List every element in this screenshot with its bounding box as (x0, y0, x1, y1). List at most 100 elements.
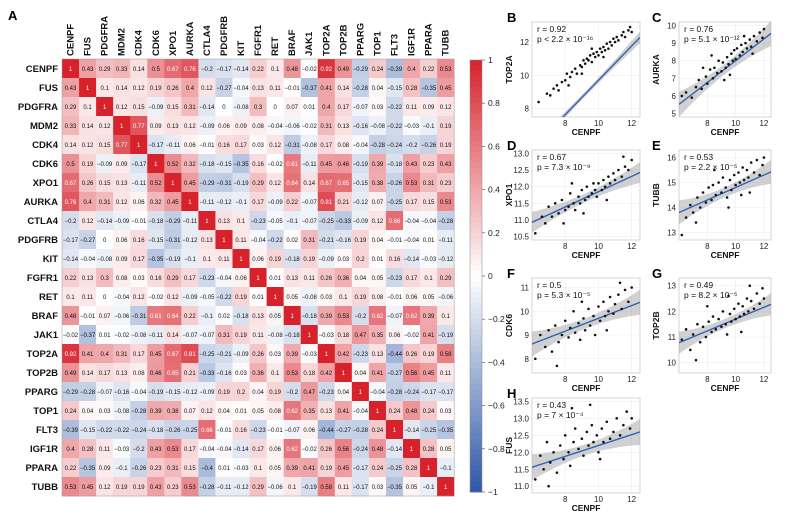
cell-value: 0.65 (337, 181, 349, 187)
heatmap-cell (232, 401, 250, 421)
data-point (583, 62, 587, 65)
cell-value: 0.39 (286, 352, 298, 358)
y-tick-label: 11 (668, 333, 677, 342)
cell-value: 0.36 (337, 276, 349, 282)
cell-value: 1 (171, 181, 175, 187)
heatmap-cell (198, 363, 216, 383)
heatmap-cell (266, 401, 284, 421)
cell-value: −0.06 (114, 314, 130, 320)
colorbar-segment (470, 276, 482, 282)
heatmap-cell (368, 382, 387, 402)
cell-value: 0.17 (406, 276, 418, 282)
heatmap-cell (113, 249, 131, 269)
heatmap-cell (437, 344, 455, 364)
row-label: FUS (39, 83, 58, 94)
heatmap-cell (351, 192, 370, 212)
heatmap-cell (96, 268, 114, 288)
cell-value: 0.19 (303, 257, 315, 263)
heatmap-cell (96, 173, 114, 193)
cell-value: 0.29 (65, 105, 77, 111)
cell-value: −0.25 (387, 200, 403, 206)
cell-value: 1 (308, 333, 312, 339)
data-point (602, 55, 605, 59)
data-point (748, 284, 752, 288)
colorbar-tick-label: 0.4 (488, 185, 500, 195)
cell-value: 0.05 (286, 295, 298, 301)
cell-value: 1 (120, 124, 124, 130)
heatmap-cell (198, 135, 216, 155)
data-point (701, 191, 705, 194)
x-axis-label: CENPF (711, 127, 740, 137)
heatmap-cell (300, 420, 319, 440)
data-point (745, 168, 749, 172)
heatmap-cell (113, 135, 131, 155)
cell-value: 0.43 (440, 162, 452, 168)
heatmap-cell (113, 192, 131, 212)
data-point (598, 47, 602, 50)
heatmap-cell (181, 401, 199, 421)
cell-value: 0.09 (116, 257, 128, 263)
heatmap-cell (266, 211, 284, 231)
data-point (592, 52, 595, 55)
cell-value: 0.1 (100, 86, 109, 92)
cell-value: 0.01 (423, 238, 435, 244)
cell-value: 0 (103, 238, 107, 244)
cell-value: 0.77 (133, 124, 145, 130)
cell-value: −0.28 (438, 219, 454, 225)
cell-value: 0.17 (406, 200, 418, 206)
heatmap-cell (147, 173, 165, 193)
cell-value: −0.31 (285, 143, 301, 149)
data-point (615, 35, 619, 39)
y-tick-label: 13.0 (513, 414, 529, 423)
heatmap-cell (96, 439, 114, 459)
colorbar-tick-label: 0.6 (488, 141, 500, 151)
colorbar-segment (470, 76, 482, 83)
data-point (588, 324, 592, 327)
data-point (580, 188, 584, 192)
heatmap-cell (232, 439, 250, 459)
x-tick-label: 10 (731, 375, 740, 384)
cell-value: −0.24 (404, 390, 420, 396)
heatmap-cell (283, 230, 301, 250)
heatmap-cell (385, 458, 404, 478)
cell-value: 0.28 (423, 447, 435, 453)
colorbar-segment (470, 400, 482, 407)
data-point (724, 66, 728, 70)
heatmap-cell (317, 211, 336, 231)
x-tick-label: 10 (594, 119, 603, 128)
cell-value: 0 (273, 105, 277, 111)
heatmap-cell (300, 154, 319, 174)
cell-value: −0.28 (131, 409, 147, 415)
heatmap-cell (385, 78, 404, 98)
heatmap-cell (130, 173, 148, 193)
data-point (734, 183, 737, 187)
cell-value: 0.41 (303, 466, 315, 472)
heatmap-cell (249, 477, 267, 497)
heatmap-cell (420, 173, 438, 193)
data-point (587, 195, 590, 198)
cell-value: −0.11 (438, 238, 453, 244)
heatmap-cell (232, 306, 250, 326)
heatmap-cell (266, 325, 284, 345)
cell-value: 0.31 (423, 181, 435, 187)
x-axis-label: CENPF (572, 503, 601, 513)
heatmap-cell (130, 401, 148, 421)
data-point (572, 440, 575, 444)
cell-value: 0.03 (320, 295, 332, 301)
cell-value: 0.07 (184, 409, 196, 415)
heatmap-cell (164, 268, 182, 288)
cell-value: 0.24 (389, 409, 401, 415)
data-point (550, 215, 554, 218)
heatmap-cell (368, 344, 387, 364)
data-point (734, 57, 737, 61)
heatmap-cell (147, 382, 165, 402)
heatmap-cell (147, 78, 165, 98)
heatmap-cell (403, 78, 421, 98)
data-point (697, 78, 701, 82)
cell-value: 0.26 (252, 352, 264, 358)
cell-value: −0.04 (216, 276, 232, 282)
cell-value: 0.24 (423, 409, 435, 415)
heatmap-cell (164, 382, 182, 402)
heatmap-cell (385, 382, 404, 402)
